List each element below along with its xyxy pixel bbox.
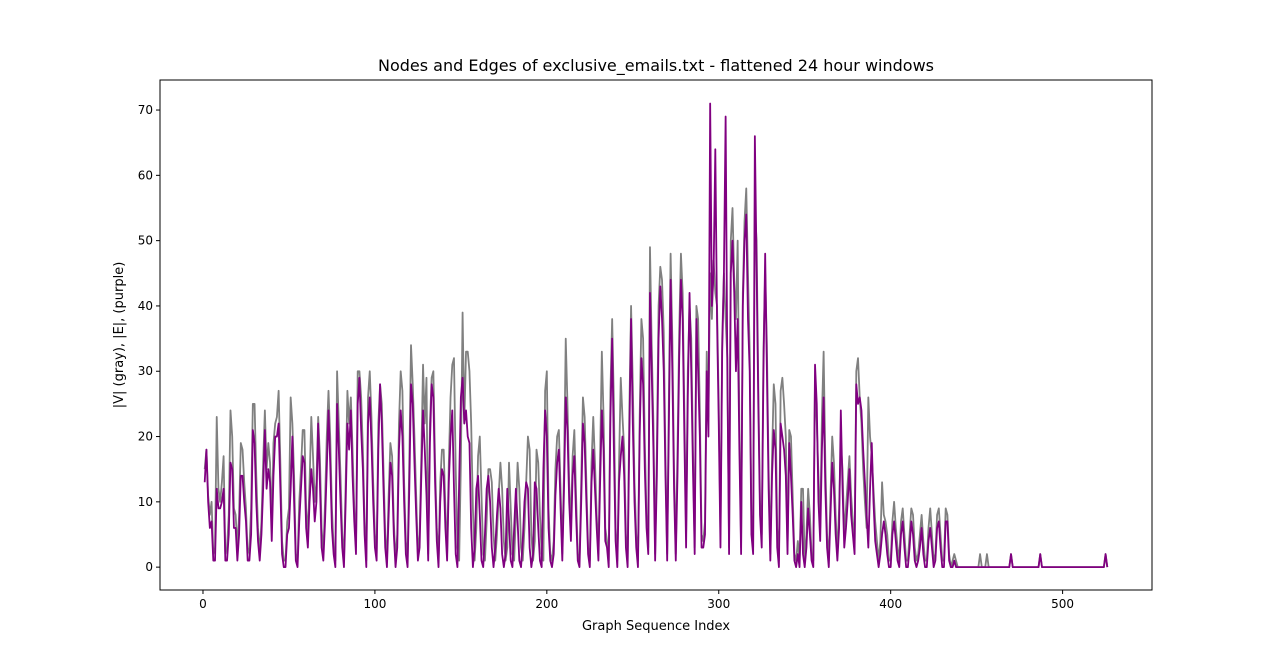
chart-title: Nodes and Edges of exclusive_emails.txt … [378,56,934,76]
y-tick-label: 70 [138,103,153,117]
x-tick-label: 100 [363,597,386,611]
y-tick-label: 30 [138,364,153,378]
x-tick-label: 200 [535,597,558,611]
y-tick-label: 20 [138,430,153,444]
x-axis-label: Graph Sequence Index [582,619,730,634]
y-tick-label: 0 [145,560,153,574]
y-tick-label: 50 [138,234,153,248]
x-tick-label: 400 [879,597,902,611]
x-tick-label: 500 [1051,597,1074,611]
y-axis-label: |V| (gray), |E|, (purple) [112,262,127,409]
series-line [203,102,1109,569]
y-tick-label: 40 [138,299,153,313]
x-tick-label: 300 [707,597,730,611]
y-tick-label: 10 [138,495,153,509]
plot-frame [159,79,1153,591]
x-tick-label: 0 [199,597,207,611]
y-tick-label: 60 [138,168,153,182]
